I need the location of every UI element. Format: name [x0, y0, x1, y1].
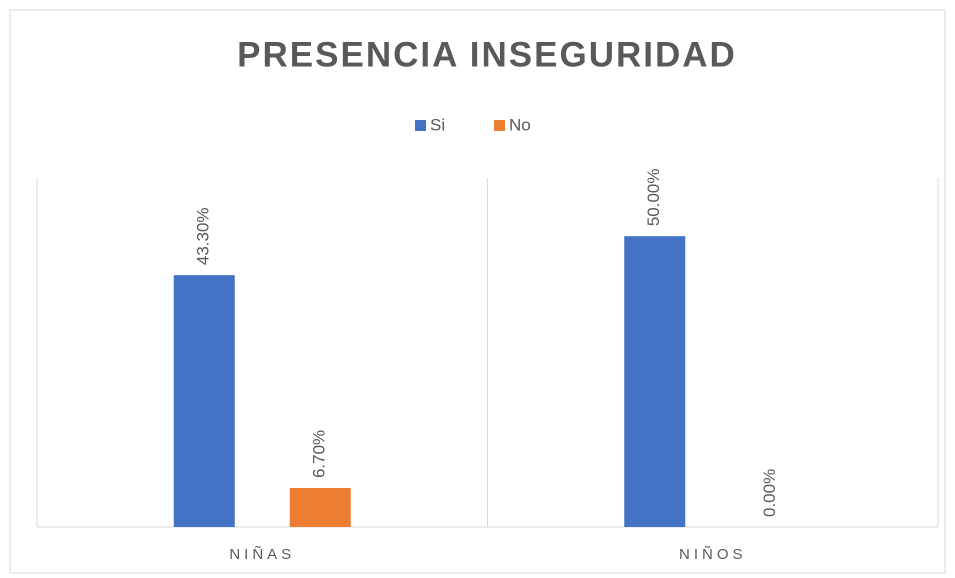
x-tick-label: NIÑAS: [229, 546, 295, 563]
data-label: 43.30%: [194, 207, 213, 265]
data-label: 50.00%: [644, 168, 663, 226]
chart-border: [9, 9, 946, 574]
bar: [289, 488, 351, 527]
x-tick-label: NIÑOS: [679, 546, 747, 563]
data-label: 6.70%: [310, 430, 329, 478]
legend-label: No: [509, 115, 531, 134]
legend-swatch: [415, 120, 426, 131]
data-label: 0.00%: [760, 469, 779, 517]
legend-swatch: [494, 120, 505, 131]
chart-title: PRESENCIA INSEGURIDAD: [237, 35, 737, 74]
bar: [624, 236, 686, 527]
bar: [173, 275, 235, 527]
legend-label: Si: [430, 115, 445, 134]
